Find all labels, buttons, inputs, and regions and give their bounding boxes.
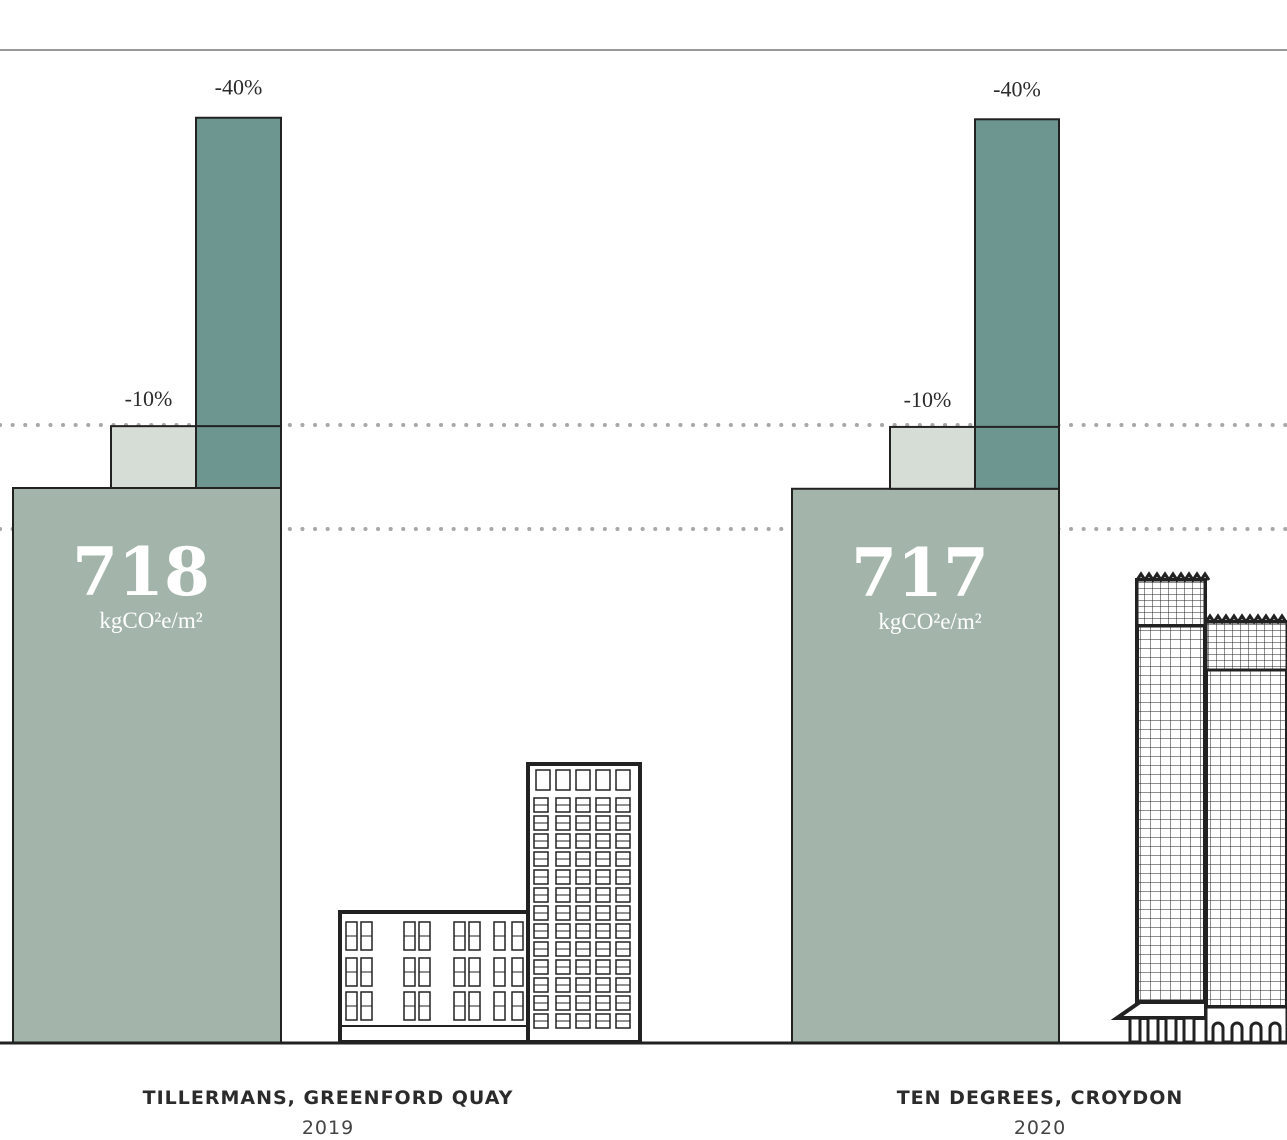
reduction-10pct-bar [110,425,197,489]
reduction-40pct-bar [974,118,1060,490]
value-label: 718 [72,533,210,611]
project-name-tillermans: TILLERMANS, GREENFORD QUAY [143,1087,514,1109]
base-bar [791,487,1060,1044]
reduction-10pct-label: -10% [125,386,173,411]
reduction-10pct-bar [889,425,976,490]
reduction-40pct-bar [195,116,282,489]
building-icon-ten-degrees [1110,571,1287,1044]
project-name-ten-degrees: TEN DEGREES, CROYDON [897,1087,1184,1109]
reduction-10pct-label: -10% [904,387,952,412]
base-bar [12,487,282,1044]
reduction-40pct-label: -40% [215,75,263,100]
unit-label: kgCO²e/m² [99,608,202,633]
unit-label: kgCO²e/m² [878,609,981,634]
reduction-40pct-label: -40% [993,76,1041,101]
project-year-ten-degrees: 2020 [1014,1117,1066,1139]
project-year-tillermans: 2019 [302,1117,354,1139]
value-label: 717 [851,534,989,612]
building-icon-tillermans [338,762,642,1044]
